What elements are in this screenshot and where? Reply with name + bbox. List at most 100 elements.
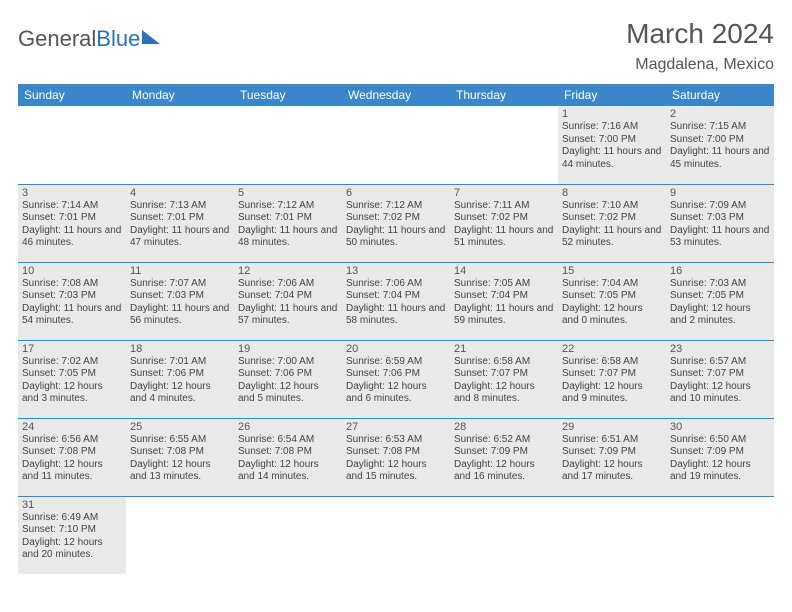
daylight-text: Daylight: 11 hours and 47 minutes. [130,225,230,250]
sunrise-text: Sunrise: 6:53 AM [346,434,446,447]
calendar-day-cell: 23Sunrise: 6:57 AMSunset: 7:07 PMDayligh… [666,340,774,418]
calendar-day-cell [450,496,558,574]
daylight-text: Daylight: 11 hours and 58 minutes. [346,303,446,328]
daylight-text: Daylight: 11 hours and 54 minutes. [22,303,122,328]
sunset-text: Sunset: 7:05 PM [562,290,662,303]
day-number: 12 [238,265,338,277]
sunrise-text: Sunrise: 6:50 AM [670,434,770,447]
calendar-day-cell: 12Sunrise: 7:06 AMSunset: 7:04 PMDayligh… [234,262,342,340]
sunset-text: Sunset: 7:01 PM [22,212,122,225]
day-number: 1 [562,108,662,120]
day-number: 31 [22,499,122,511]
sunset-text: Sunset: 7:07 PM [670,368,770,381]
sunrise-text: Sunrise: 7:13 AM [130,200,230,213]
calendar-week-row: 24Sunrise: 6:56 AMSunset: 7:08 PMDayligh… [18,418,774,496]
weekday-header-row: Sunday Monday Tuesday Wednesday Thursday… [18,84,774,106]
header: General Blue March 2024 Magdalena, Mexic… [18,18,774,74]
calendar-day-cell: 27Sunrise: 6:53 AMSunset: 7:08 PMDayligh… [342,418,450,496]
calendar-day-cell [450,106,558,184]
daylight-text: Daylight: 12 hours and 9 minutes. [562,381,662,406]
daylight-text: Daylight: 11 hours and 46 minutes. [22,225,122,250]
calendar-week-row: 17Sunrise: 7:02 AMSunset: 7:05 PMDayligh… [18,340,774,418]
sunset-text: Sunset: 7:10 PM [22,524,122,537]
day-number: 13 [346,265,446,277]
weekday-header: Friday [558,84,666,106]
day-number: 20 [346,343,446,355]
daylight-text: Daylight: 11 hours and 53 minutes. [670,225,770,250]
calendar-day-cell: 16Sunrise: 7:03 AMSunset: 7:05 PMDayligh… [666,262,774,340]
day-number: 5 [238,187,338,199]
day-number: 9 [670,187,770,199]
calendar-day-cell: 19Sunrise: 7:00 AMSunset: 7:06 PMDayligh… [234,340,342,418]
sunrise-text: Sunrise: 7:11 AM [454,200,554,213]
calendar-day-cell: 4Sunrise: 7:13 AMSunset: 7:01 PMDaylight… [126,184,234,262]
weekday-header: Thursday [450,84,558,106]
calendar-day-cell [666,496,774,574]
sunset-text: Sunset: 7:00 PM [670,134,770,147]
sunrise-text: Sunrise: 7:04 AM [562,278,662,291]
sunrise-text: Sunrise: 7:00 AM [238,356,338,369]
location-label: Magdalena, Mexico [626,56,774,74]
daylight-text: Daylight: 11 hours and 52 minutes. [562,225,662,250]
sunset-text: Sunset: 7:06 PM [130,368,230,381]
calendar-day-cell: 18Sunrise: 7:01 AMSunset: 7:06 PMDayligh… [126,340,234,418]
daylight-text: Daylight: 12 hours and 16 minutes. [454,459,554,484]
calendar-day-cell: 31Sunrise: 6:49 AMSunset: 7:10 PMDayligh… [18,496,126,574]
title-block: March 2024 Magdalena, Mexico [626,18,774,74]
day-number: 22 [562,343,662,355]
daylight-text: Daylight: 12 hours and 14 minutes. [238,459,338,484]
weekday-header: Wednesday [342,84,450,106]
calendar-week-row: 10Sunrise: 7:08 AMSunset: 7:03 PMDayligh… [18,262,774,340]
sunrise-text: Sunrise: 7:01 AM [130,356,230,369]
calendar-day-cell: 14Sunrise: 7:05 AMSunset: 7:04 PMDayligh… [450,262,558,340]
daylight-text: Daylight: 12 hours and 11 minutes. [22,459,122,484]
weekday-header: Sunday [18,84,126,106]
calendar-day-cell: 6Sunrise: 7:12 AMSunset: 7:02 PMDaylight… [342,184,450,262]
sunrise-text: Sunrise: 7:14 AM [22,200,122,213]
sunset-text: Sunset: 7:02 PM [454,212,554,225]
calendar-day-cell: 20Sunrise: 6:59 AMSunset: 7:06 PMDayligh… [342,340,450,418]
calendar-day-cell [18,106,126,184]
day-number: 11 [130,265,230,277]
sunrise-text: Sunrise: 7:09 AM [670,200,770,213]
calendar-day-cell [234,106,342,184]
calendar-day-cell: 28Sunrise: 6:52 AMSunset: 7:09 PMDayligh… [450,418,558,496]
day-number: 15 [562,265,662,277]
sunset-text: Sunset: 7:01 PM [238,212,338,225]
sunrise-text: Sunrise: 7:12 AM [238,200,338,213]
day-number: 19 [238,343,338,355]
sunset-text: Sunset: 7:00 PM [562,134,662,147]
daylight-text: Daylight: 12 hours and 10 minutes. [670,381,770,406]
day-number: 10 [22,265,122,277]
calendar-day-cell: 30Sunrise: 6:50 AMSunset: 7:09 PMDayligh… [666,418,774,496]
day-number: 7 [454,187,554,199]
calendar-day-cell: 10Sunrise: 7:08 AMSunset: 7:03 PMDayligh… [18,262,126,340]
sunrise-text: Sunrise: 7:12 AM [346,200,446,213]
calendar-day-cell: 8Sunrise: 7:10 AMSunset: 7:02 PMDaylight… [558,184,666,262]
sunrise-text: Sunrise: 6:55 AM [130,434,230,447]
daylight-text: Daylight: 12 hours and 15 minutes. [346,459,446,484]
daylight-text: Daylight: 12 hours and 4 minutes. [130,381,230,406]
sunset-text: Sunset: 7:01 PM [130,212,230,225]
logo-text-blue: Blue [96,26,140,52]
daylight-text: Daylight: 12 hours and 8 minutes. [454,381,554,406]
sunrise-text: Sunrise: 7:05 AM [454,278,554,291]
sunrise-text: Sunrise: 6:58 AM [562,356,662,369]
sunrise-text: Sunrise: 7:10 AM [562,200,662,213]
daylight-text: Daylight: 12 hours and 5 minutes. [238,381,338,406]
calendar-day-cell: 17Sunrise: 7:02 AMSunset: 7:05 PMDayligh… [18,340,126,418]
sunrise-text: Sunrise: 6:58 AM [454,356,554,369]
day-number: 2 [670,108,770,120]
sunset-text: Sunset: 7:08 PM [22,446,122,459]
calendar-day-cell: 11Sunrise: 7:07 AMSunset: 7:03 PMDayligh… [126,262,234,340]
sunset-text: Sunset: 7:07 PM [454,368,554,381]
day-number: 24 [22,421,122,433]
day-number: 26 [238,421,338,433]
calendar-day-cell: 1Sunrise: 7:16 AMSunset: 7:00 PMDaylight… [558,106,666,184]
calendar-day-cell: 13Sunrise: 7:06 AMSunset: 7:04 PMDayligh… [342,262,450,340]
daylight-text: Daylight: 11 hours and 51 minutes. [454,225,554,250]
sunrise-text: Sunrise: 7:06 AM [238,278,338,291]
sunrise-text: Sunrise: 6:59 AM [346,356,446,369]
daylight-text: Daylight: 12 hours and 0 minutes. [562,303,662,328]
calendar-day-cell [558,496,666,574]
